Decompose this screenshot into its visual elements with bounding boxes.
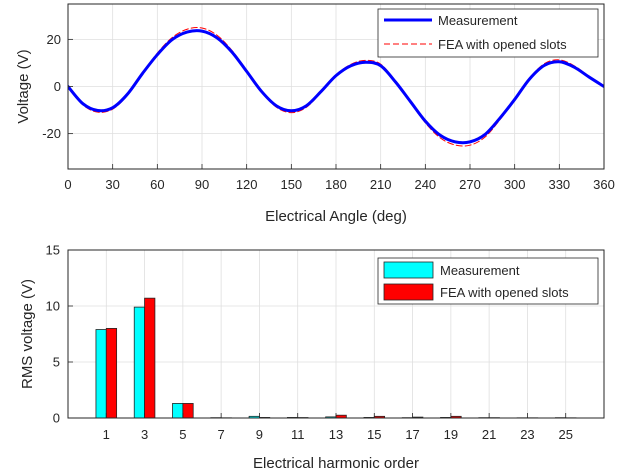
harmonics-y-tick-label: 15 [46, 243, 60, 258]
waveform-legend-box [377, 8, 599, 58]
waveform-legend-fea-label: FEA with opened slots [438, 37, 567, 52]
harmonics-legend-measurement-label: Measurement [440, 263, 520, 278]
waveform-y-tick-label: 20 [47, 32, 61, 47]
waveform-y-axis-label: Voltage (V) [15, 49, 32, 123]
harmonics-measurement-bar [133, 306, 145, 419]
harmonics-y-tick-label: 5 [53, 355, 60, 370]
harmonics-x-tick-label: 17 [405, 427, 419, 442]
harmonics-x-tick-label: 3 [141, 427, 148, 442]
waveform-series-layer [68, 27, 604, 147]
harmonics-fea-bar [144, 297, 156, 419]
harmonics-x-tick-label: 7 [218, 427, 225, 442]
harmonics-fea-bar [105, 327, 118, 419]
waveform-chart: 0 30 60 90 120 150 180 210 240 270 300 330 360 -20 0 20… [15, 3, 615, 225]
harmonics-x-tick-label: 25 [558, 427, 572, 442]
waveform-y-tick-label: 0 [54, 79, 61, 94]
harmonics-legend-fea-label: FEA with opened slots [440, 285, 569, 300]
waveform-x-tick-label: 120 [236, 177, 258, 192]
harmonics-measurement-bar [95, 329, 107, 419]
waveform-x-tick-label: 210 [370, 177, 392, 192]
waveform-x-tick-label: 270 [459, 177, 481, 192]
waveform-x-tick-label: 90 [195, 177, 209, 192]
harmonics-x-tick-label: 19 [444, 427, 458, 442]
harmonics-x-axis-label: Electrical harmonic order [253, 455, 419, 472]
waveform-x-axis-label: Electrical Angle (deg) [265, 208, 407, 225]
waveform-x-tick-label: 300 [504, 177, 526, 192]
waveform-legend-measurement-label: Measurement [438, 13, 518, 28]
waveform-ticks: 0 30 60 90 120 150 180 210 240 270 300 330 360 -20 0 20 [42, 32, 615, 192]
waveform-y-tick-label: -20 [42, 126, 61, 141]
waveform-x-tick-label: 330 [548, 177, 570, 192]
harmonics-y-tick-label: 10 [46, 299, 60, 314]
harmonics-measurement-bar [172, 403, 184, 419]
waveform-x-tick-label: 60 [150, 177, 164, 192]
waveform-x-tick-label: 150 [280, 177, 302, 192]
harmonics-x-tick-label: 15 [367, 427, 381, 442]
harmonics-x-tick-label: 9 [256, 427, 263, 442]
harmonics-fea-bar [182, 403, 194, 419]
harmonics-legend-fea-swatch [383, 283, 434, 301]
harmonics-x-tick-label: 5 [179, 427, 186, 442]
harmonics-y-tick-label: 0 [53, 411, 60, 426]
waveform-x-tick-label: 180 [325, 177, 347, 192]
harmonics-y-axis-label: RMS voltage (V) [19, 279, 36, 389]
harmonics-x-tick-label: 23 [520, 427, 534, 442]
harmonics-legend-measurement-swatch [383, 261, 434, 279]
harmonics-x-tick-label: 13 [329, 427, 343, 442]
harmonics-x-tick-label: 21 [482, 427, 496, 442]
waveform-x-tick-label: 360 [593, 177, 615, 192]
harmonics-x-tick-label: 1 [103, 427, 110, 442]
waveform-x-tick-label: 240 [414, 177, 436, 192]
harmonics-legend: Measurement FEA with opened slots [377, 257, 599, 305]
waveform-measurement-line [68, 29, 604, 145]
waveform-x-tick-label: 0 [64, 177, 71, 192]
harmonics-x-tick-label: 11 [291, 427, 305, 442]
waveform-legend: Measurement FEA with opened slots [377, 8, 599, 58]
waveform-x-tick-label: 30 [105, 177, 119, 192]
